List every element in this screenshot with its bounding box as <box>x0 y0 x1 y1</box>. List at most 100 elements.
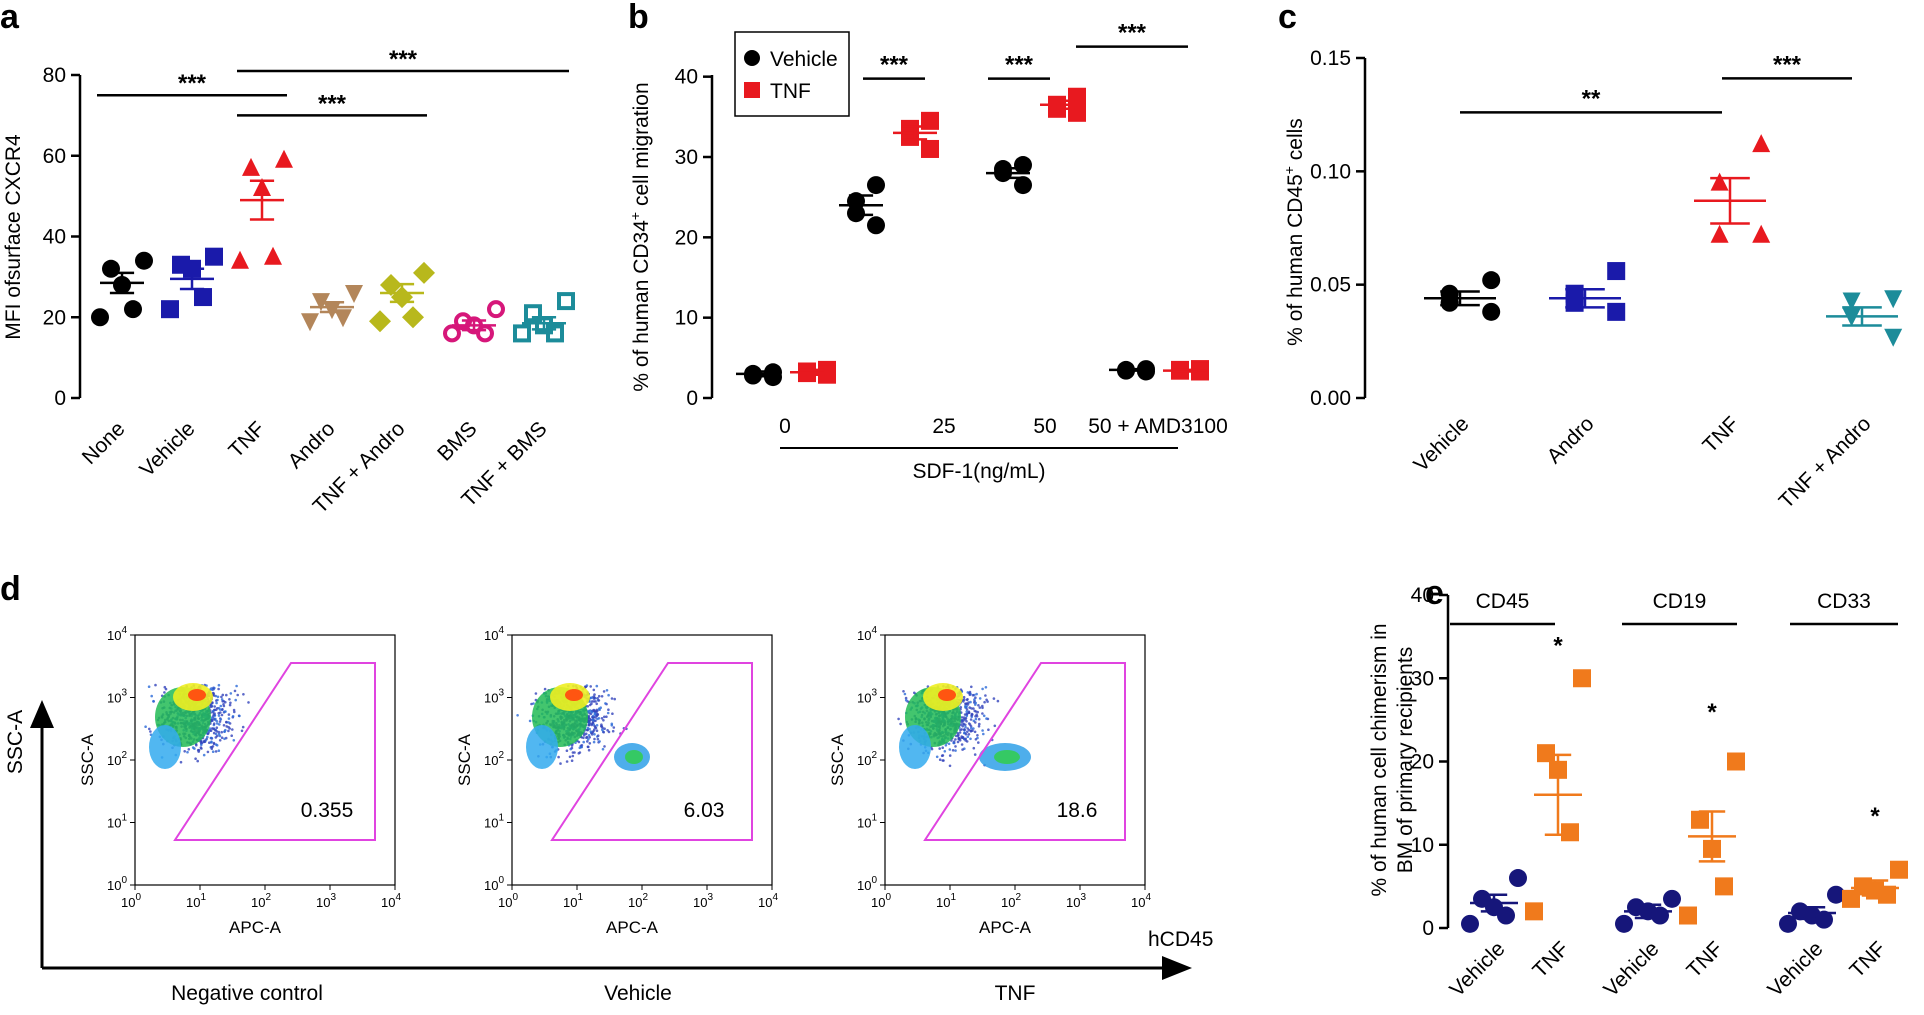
flow-plot-2-event-477 <box>969 700 972 704</box>
flow-plot-1-event-693 <box>593 712 597 715</box>
flow-plot-0-event-397 <box>154 683 157 687</box>
flow-plot-0-event-636 <box>218 734 222 738</box>
panel-a-point-6-0 <box>557 292 575 311</box>
flow-plot-0-event-206 <box>218 739 222 742</box>
flow-plot-0-event-652 <box>210 718 213 722</box>
flow-plot-0-event-129 <box>202 753 206 757</box>
flow-plot-2-gate-value: 18.6 <box>1057 799 1098 822</box>
flow-plot-2-event-332 <box>904 696 908 700</box>
flow-plot-2-event-188 <box>948 754 952 757</box>
flow-plot-2-xtick-label-0: 100 <box>871 892 891 910</box>
flow-plot-1-event-326 <box>573 751 576 754</box>
flow-plot-1-gate <box>550 662 753 841</box>
flow-plot-1-event-677 <box>595 702 598 706</box>
flow-plot-2-event-624 <box>944 744 948 747</box>
flow-plot-0-event-326 <box>225 725 228 728</box>
flow-plot-1-event-400 <box>600 695 604 698</box>
panel-e-point-3-1 <box>1691 810 1709 829</box>
flow-plot-2-event-631 <box>963 728 966 731</box>
flow-plot-0-event-506 <box>222 703 225 706</box>
flow-plot-2-event-677 <box>963 698 966 701</box>
flow-plot-1-event-374 <box>578 751 582 754</box>
flow-plot-0-event-173 <box>233 689 237 693</box>
flow-plot-1-xtick-exp-3: 3 <box>707 892 713 903</box>
flow-plot-0-event-661 <box>206 732 210 736</box>
flow-plot-2-event-602 <box>970 685 973 689</box>
flow-plot-0-event-415 <box>225 720 228 724</box>
panel-e-ylabel-line1: % of human cell chimerism in <box>1368 623 1391 896</box>
legend-tnf-label: TNF <box>770 80 811 103</box>
flow-plot-1-event-553 <box>606 729 609 732</box>
flow-plot-2-xtick-exp-0: 0 <box>885 892 891 903</box>
flow-plot-2-xtick-label-3: 103 <box>1066 892 1086 910</box>
flow-plot-0-event-192 <box>186 750 189 754</box>
panel-b-group-label-1: 25 <box>932 415 955 438</box>
panel-c-point-0-0 <box>1482 271 1501 290</box>
flow-plot-2-event-337 <box>983 700 986 704</box>
flow-plot-0-event-566 <box>218 720 222 723</box>
panel-e-category-0: Vehicle <box>1445 937 1509 1001</box>
flow-plot-2-event-88 <box>972 746 976 750</box>
panel-b-point-1-1-2 <box>901 127 919 146</box>
panel-b-xlabel: SDF-1(ng/mL) <box>912 460 1045 483</box>
flow-plot-0-event-583 <box>228 698 231 701</box>
flow-plot-0-event-443 <box>194 757 197 760</box>
panel-c-point-1-2 <box>1565 293 1584 312</box>
flow-plot-0-event-278 <box>242 693 245 696</box>
panel-e-chart: % of human cell chimerism in BM of prima… <box>1368 584 1908 1001</box>
flow-plot-1-ytick-label-2: 102 <box>484 750 504 768</box>
flow-plot-2-xtick-exp-3: 3 <box>1080 892 1086 903</box>
panel-a-point-5-0 <box>487 300 505 319</box>
flow-plot-1-event-178 <box>565 760 569 763</box>
flow-plot-1-event-64 <box>571 754 575 758</box>
flow-plot-0-event-375 <box>231 715 235 718</box>
flow-plot-2-event-362 <box>941 746 944 749</box>
panel-e-category-1: TNF <box>1528 937 1573 982</box>
flow-plot-1-event-189 <box>528 719 532 723</box>
flow-plot-0-event-588 <box>214 717 217 721</box>
flow-plot-0-event-485 <box>164 687 168 691</box>
flow-plot-1-ytick-exp-1: 1 <box>498 813 504 824</box>
flow-plot-2-event-696 <box>984 686 988 689</box>
flow-plot-1-event-61 <box>589 685 592 688</box>
panel-c-point-1-0 <box>1607 262 1626 281</box>
flow-plot-0-event-6 <box>208 727 212 730</box>
panel-a-point-5-3 <box>476 324 494 343</box>
panel-a-sig-label-1: *** <box>389 46 418 73</box>
flow-plot-2-event-403 <box>961 736 965 739</box>
flow-plot-1-cd45-core <box>625 750 643 764</box>
flow-plot-0-event-696 <box>215 744 219 747</box>
flow-plot-0-ytick-exp-0: 0 <box>121 875 127 886</box>
flow-plot-0-event-216 <box>227 717 231 720</box>
panel-a-category-0: None <box>78 417 130 469</box>
flow-plot-0-event-659 <box>202 740 206 744</box>
panel-e-ytick-label-3: 30 <box>1411 667 1434 690</box>
flow-plot-2-event-204 <box>947 742 951 746</box>
flow-plot-0-event-598 <box>216 707 219 710</box>
flow-plot-1-xtick-label-0: 100 <box>498 892 518 910</box>
flow-plot-0-event-311 <box>212 731 216 735</box>
flow-plot-2-event-667 <box>940 754 944 757</box>
flow-plot-0-event-514 <box>148 727 151 731</box>
panel-c-point-3-1 <box>1842 292 1861 311</box>
flow-plot-2-event-593 <box>974 710 978 713</box>
flow-plot-2-event-462 <box>981 729 984 732</box>
flow-plot-1-event-423 <box>595 724 599 727</box>
flow-plot-0-xtick-label-4: 104 <box>381 892 401 910</box>
flow-plot-1-event-22 <box>584 732 588 736</box>
flow-plot-2-event-684 <box>965 705 968 708</box>
legend-vehicle-label: Vehicle <box>770 48 838 71</box>
flow-plot-0-ytick-exp-3: 3 <box>121 688 127 699</box>
flow-plot-2-event-116 <box>996 699 1000 703</box>
panel-label-d: d <box>0 570 21 608</box>
panel-a-point-0-3 <box>124 300 142 319</box>
panel-c-sig-label-0: ** <box>1582 85 1601 112</box>
flow-plot-2-event-619 <box>970 712 974 716</box>
flow-plot-1-event-503 <box>587 748 591 752</box>
flow-plot-1-event-571 <box>570 744 574 747</box>
flow-plot-2-event-398 <box>954 734 958 738</box>
flow-plot-2-event-391 <box>960 720 963 724</box>
flow-plot-1-ytick-exp-4: 4 <box>498 625 504 636</box>
flow-plot-1-event-579 <box>588 709 592 712</box>
